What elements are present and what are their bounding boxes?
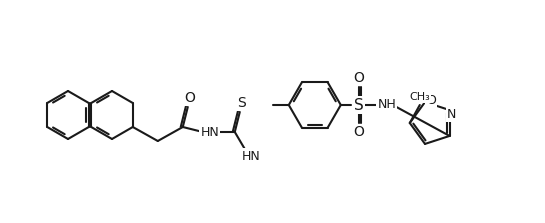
Text: HN: HN: [241, 149, 260, 163]
Text: O: O: [426, 94, 436, 107]
Text: CH₃: CH₃: [409, 92, 430, 102]
Text: O: O: [353, 71, 364, 85]
Text: O: O: [353, 125, 364, 139]
Text: N: N: [447, 107, 456, 121]
Text: S: S: [238, 96, 246, 110]
Text: HN: HN: [201, 126, 219, 138]
Text: S: S: [354, 97, 364, 112]
Text: O: O: [184, 91, 195, 105]
Text: NH: NH: [377, 99, 396, 112]
